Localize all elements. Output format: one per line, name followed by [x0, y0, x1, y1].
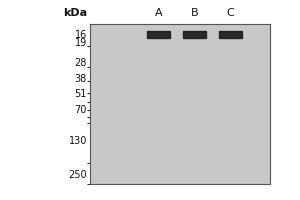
Bar [183, 31, 206, 38]
Bar [219, 31, 242, 38]
Text: 70: 70 [75, 105, 87, 115]
Text: 28: 28 [75, 58, 87, 68]
Text: C: C [226, 8, 234, 18]
Text: kDa: kDa [63, 8, 87, 18]
Text: 38: 38 [75, 74, 87, 84]
Text: B: B [190, 8, 198, 18]
Text: 51: 51 [75, 89, 87, 99]
Text: 16: 16 [75, 30, 87, 40]
Text: 19: 19 [75, 38, 87, 48]
Text: 130: 130 [69, 136, 87, 146]
Text: A: A [154, 8, 162, 18]
Bar [147, 31, 170, 38]
Text: 250: 250 [68, 170, 87, 180]
